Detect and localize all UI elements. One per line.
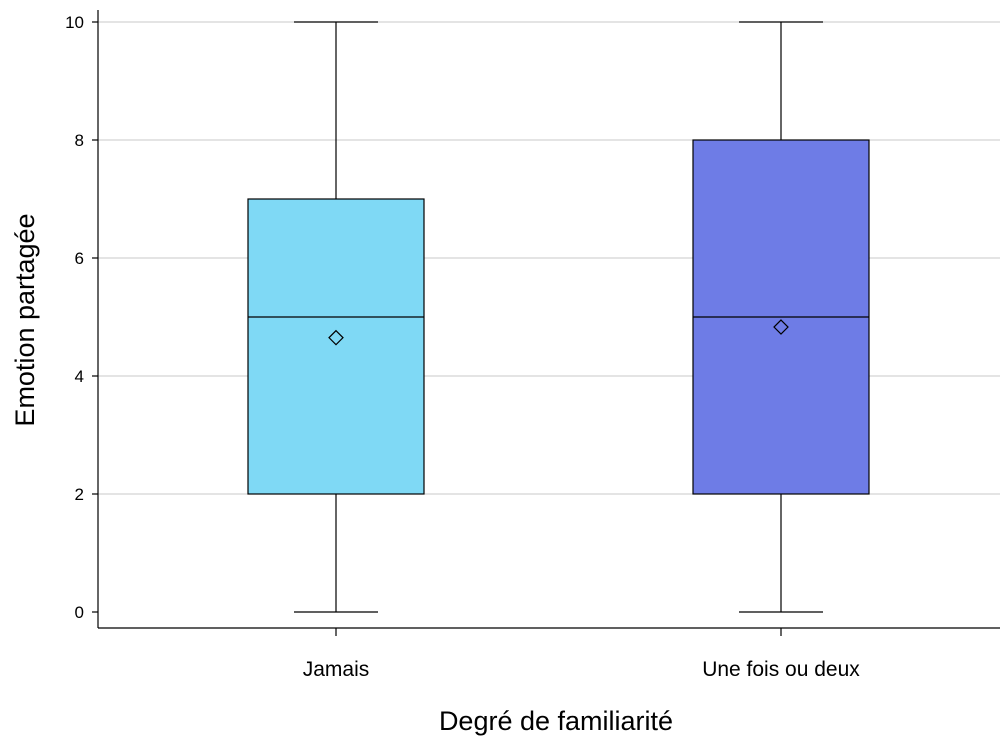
y-tick-label-4: 4 — [75, 367, 84, 386]
y-axis-title: Emotion partagée — [10, 213, 40, 426]
y-tick-label-10: 10 — [65, 13, 84, 32]
x-axis: Jamais Une fois ou deux — [98, 627, 1000, 681]
mean-marker — [773, 319, 789, 335]
y-axis: 0 2 4 6 8 10 — [65, 10, 99, 628]
box-0 — [247, 21, 425, 613]
y-tick-label-6: 6 — [75, 249, 84, 268]
x-tick-label-1: Une fois ou deux — [702, 658, 860, 681]
iqr-box — [247, 198, 425, 495]
boxes — [247, 21, 870, 613]
mean-marker — [328, 329, 344, 346]
y-tick-label-8: 8 — [75, 131, 84, 150]
x-axis-title: Degré de familiarité — [439, 706, 673, 736]
x-tick-label-0: Jamais — [303, 658, 370, 681]
y-tick-label-0: 0 — [75, 603, 84, 622]
y-tick-label-2: 2 — [75, 485, 84, 504]
box-1 — [692, 21, 870, 613]
